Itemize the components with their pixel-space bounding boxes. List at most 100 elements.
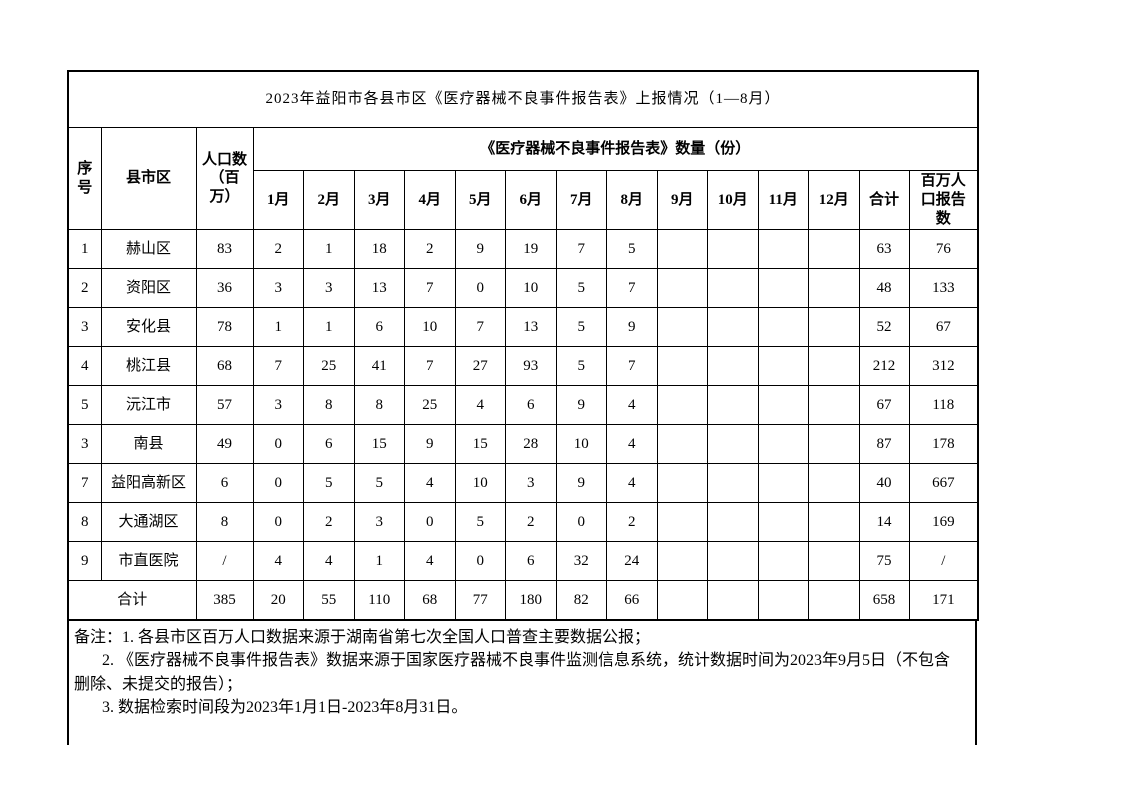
table-row: 5 沅江市 57 3 8 8 25 4 6 9 4 67 118 — [67, 385, 979, 426]
cell-month-2: 4 — [303, 541, 355, 582]
cell-district: 赫山区 — [100, 229, 197, 270]
cell-index: 3 — [67, 307, 102, 348]
cell-month-11 — [757, 307, 809, 348]
cell-district: 资阳区 — [100, 268, 197, 309]
header-population: 人口数（百万） — [195, 126, 254, 231]
cell-per-million: 118 — [908, 385, 979, 426]
cell-per-million: 312 — [908, 346, 979, 387]
cell-total: 67 — [858, 385, 910, 426]
cell-district: 益阳高新区 — [100, 463, 197, 504]
table-row: 2 资阳区 36 3 3 13 7 0 10 5 7 48 133 — [67, 268, 979, 309]
cell-month-1: 0 — [252, 463, 304, 504]
header-month-5: 5月 — [454, 169, 506, 231]
cell-month-10 — [707, 307, 759, 348]
total-per-million: 171 — [908, 580, 979, 621]
cell-month-1: 0 — [252, 502, 304, 543]
cell-month-7: 7 — [555, 229, 607, 270]
cell-month-12 — [808, 424, 860, 465]
cell-district: 南县 — [100, 424, 197, 465]
cell-month-11 — [757, 229, 809, 270]
cell-population: 83 — [195, 229, 254, 270]
cell-month-2: 6 — [303, 424, 355, 465]
cell-index: 4 — [67, 346, 102, 387]
cell-month-10 — [707, 541, 759, 582]
cell-per-million: 67 — [908, 307, 979, 348]
cell-total: 14 — [858, 502, 910, 543]
cell-month-11 — [757, 346, 809, 387]
cell-per-million: 76 — [908, 229, 979, 270]
cell-total: 52 — [858, 307, 910, 348]
note-line-2: 2. 《医疗器械不良事件报告表》数据来源于国家医疗器械不良事件监测信息系统，统计… — [102, 652, 951, 670]
cell-month-8: 7 — [606, 346, 658, 387]
cell-month-10 — [707, 229, 759, 270]
cell-month-11 — [757, 385, 809, 426]
cell-month-6: 6 — [505, 385, 557, 426]
cell-month-2: 3 — [303, 268, 355, 309]
total-month-6: 180 — [505, 580, 557, 621]
table-row: 3 南县 49 0 6 15 9 15 28 10 4 87 178 — [67, 424, 979, 465]
cell-month-7: 10 — [555, 424, 607, 465]
header-row-months: 1月 2月 3月 4月 5月 6月 7月 8月 9月 10月 11月 12月 合… — [68, 169, 979, 231]
cell-district: 市直医院 — [100, 541, 197, 582]
cell-month-8: 4 — [606, 463, 658, 504]
header-total: 合计 — [858, 169, 910, 231]
cell-month-2: 1 — [303, 229, 355, 270]
cell-month-12 — [808, 229, 860, 270]
cell-month-3: 41 — [353, 346, 405, 387]
cell-index: 2 — [67, 268, 102, 309]
cell-population: 68 — [195, 346, 254, 387]
cell-total: 63 — [858, 229, 910, 270]
header-month-7: 7月 — [555, 169, 607, 231]
cell-month-4: 7 — [404, 268, 456, 309]
cell-index: 9 — [67, 541, 102, 582]
cell-month-6: 2 — [505, 502, 557, 543]
cell-month-1: 3 — [252, 385, 304, 426]
cell-month-4: 7 — [404, 346, 456, 387]
cell-month-7: 5 — [555, 307, 607, 348]
cell-month-12 — [808, 307, 860, 348]
cell-month-2: 25 — [303, 346, 355, 387]
cell-month-1: 2 — [252, 229, 304, 270]
cell-month-3: 6 — [353, 307, 405, 348]
table-row: 7 益阳高新区 6 0 5 5 4 10 3 9 4 40 667 — [67, 463, 979, 504]
header-month-12: 12月 — [808, 169, 860, 231]
cell-month-2: 1 — [303, 307, 355, 348]
cell-month-3: 13 — [353, 268, 405, 309]
cell-month-6: 93 — [505, 346, 557, 387]
cell-month-7: 9 — [555, 385, 607, 426]
cell-index: 3 — [67, 424, 102, 465]
cell-month-9 — [656, 502, 708, 543]
header-month-2: 2月 — [303, 169, 355, 231]
cell-month-8: 2 — [606, 502, 658, 543]
cell-month-10 — [707, 268, 759, 309]
cell-population: 57 — [195, 385, 254, 426]
header-month-9: 9月 — [656, 169, 708, 231]
cell-month-2: 2 — [303, 502, 355, 543]
cell-population: 49 — [195, 424, 254, 465]
cell-month-4: 9 — [404, 424, 456, 465]
cell-month-7: 0 — [555, 502, 607, 543]
header-month-1: 1月 — [252, 169, 304, 231]
cell-month-12 — [808, 346, 860, 387]
cell-month-6: 19 — [505, 229, 557, 270]
cell-month-11 — [757, 502, 809, 543]
cell-month-9 — [656, 229, 708, 270]
total-month-8: 66 — [606, 580, 658, 621]
cell-month-3: 5 — [353, 463, 405, 504]
cell-index: 7 — [67, 463, 102, 504]
page-title: 2023年益阳市各县市区《医疗器械不良事件报告表》上报情况（1—8月） — [67, 70, 979, 128]
total-month-5: 77 — [454, 580, 506, 621]
cell-month-5: 0 — [454, 268, 506, 309]
cell-month-9 — [656, 268, 708, 309]
cell-month-2: 5 — [303, 463, 355, 504]
cell-month-11 — [757, 268, 809, 309]
cell-month-6: 3 — [505, 463, 557, 504]
total-month-1: 20 — [252, 580, 304, 621]
cell-total: 212 — [858, 346, 910, 387]
cell-month-5: 0 — [454, 541, 506, 582]
cell-month-4: 0 — [404, 502, 456, 543]
cell-month-10 — [707, 346, 759, 387]
cell-month-12 — [808, 541, 860, 582]
cell-month-5: 7 — [454, 307, 506, 348]
cell-month-1: 7 — [252, 346, 304, 387]
